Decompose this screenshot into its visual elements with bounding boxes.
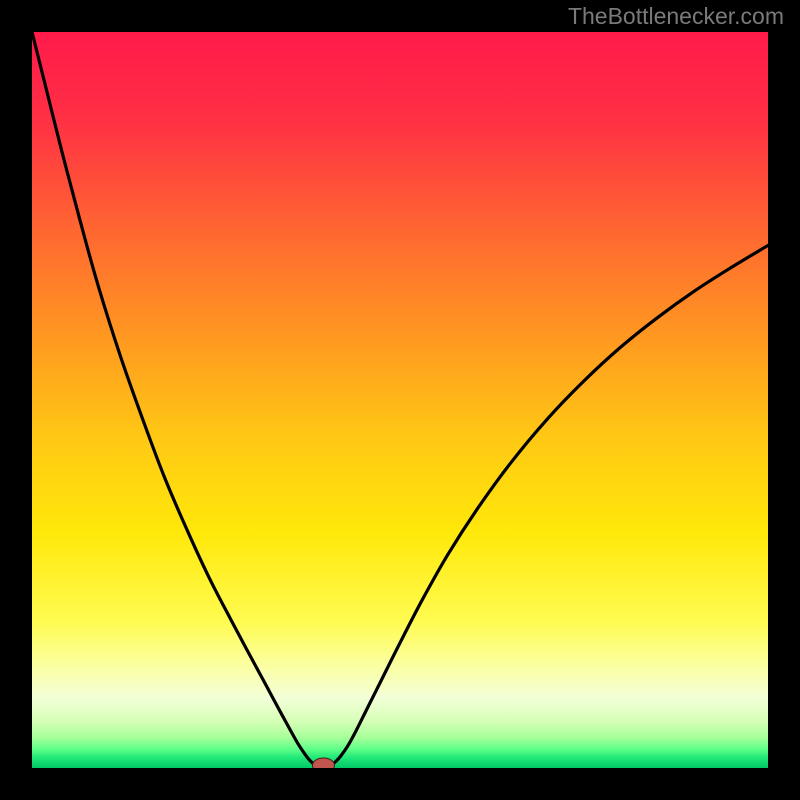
- bottleneck-curve: [32, 32, 768, 768]
- curve-left-branch: [32, 32, 315, 765]
- watermark-text: TheBottlenecker.com: [568, 3, 784, 30]
- curve-right-branch: [332, 245, 768, 764]
- plot-area: [32, 32, 768, 768]
- optimal-marker: [312, 758, 334, 768]
